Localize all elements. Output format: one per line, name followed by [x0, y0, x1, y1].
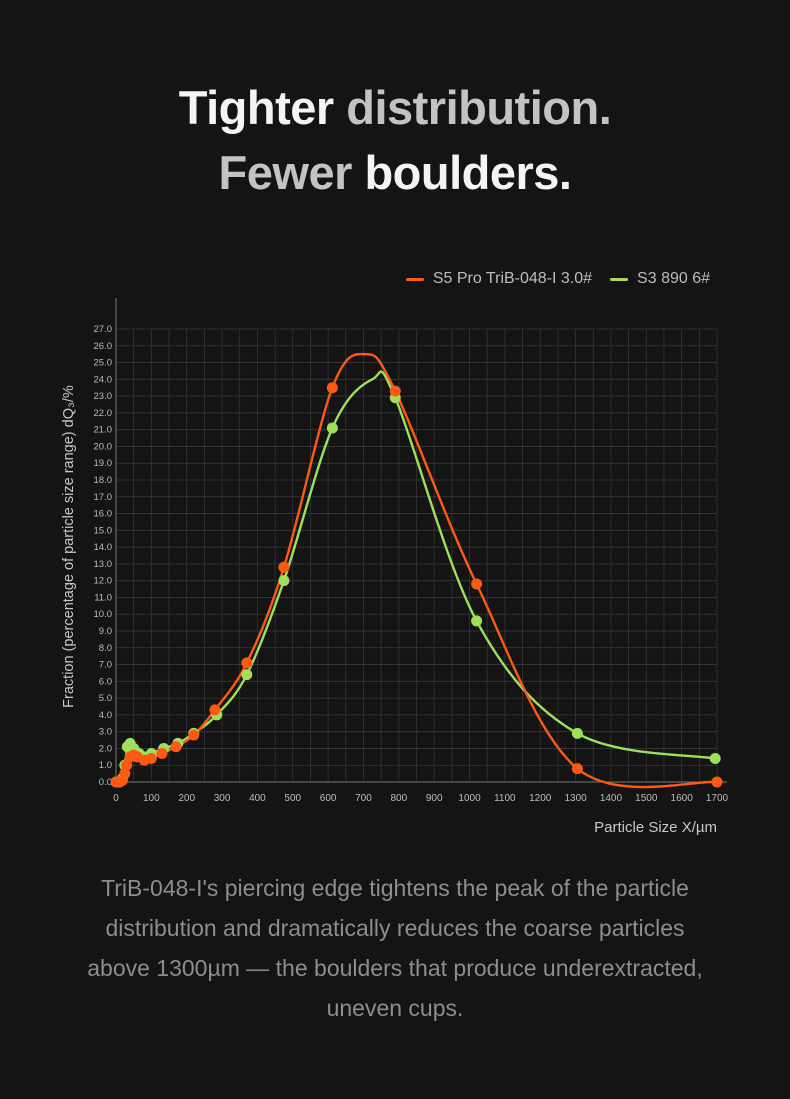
headline-line-1: Tighter distribution.	[0, 80, 790, 135]
y-tick-label: 26.0	[94, 341, 113, 352]
y-tick-label: 24.0	[94, 374, 113, 385]
legend-item-s3: S3 890 6#	[610, 270, 710, 288]
legend-item-s5-pro: S5 Pro TriB-048-I 3.0#	[405, 270, 593, 288]
y-tick-label: 17.0	[94, 492, 113, 503]
legend-swatch-s3	[610, 277, 629, 281]
y-tick-label: 14.0	[94, 542, 113, 553]
x-tick-label: 900	[426, 793, 443, 804]
x-tick-label: 1700	[706, 793, 729, 804]
y-tick-label: 11.0	[94, 592, 112, 603]
y-tick-label: 9.0	[99, 626, 112, 637]
y-tick-label: 7.0	[99, 660, 112, 671]
y-tick-label: 6.0	[99, 676, 112, 687]
x-axis-title: Particle Size X/µm	[594, 819, 717, 836]
x-tick-label: 100	[143, 793, 160, 804]
x-tick-label: 500	[284, 793, 301, 804]
y-tick-label: 18.0	[94, 475, 113, 486]
x-tick-label: 800	[390, 793, 407, 804]
data-point-series-0	[156, 747, 168, 759]
legend-label-s3: S3 890 6#	[637, 270, 710, 287]
x-tick-label: 1000	[458, 793, 481, 804]
headline-line-2: Fewer boulders.	[0, 145, 790, 200]
y-tick-label: 2.0	[99, 743, 112, 754]
data-point-series-0	[188, 729, 200, 741]
particle-distribution-chart: 0.0 1.0 2.0 3.0 4.0 5.0 6.0 7.0 8.0 9.0 10.0 11.0 12…	[61, 298, 729, 836]
x-tick-label: 700	[355, 793, 372, 804]
x-tick-label: 1200	[529, 793, 552, 804]
x-tick-label: 1300	[564, 793, 587, 804]
data-point-series-0	[121, 759, 133, 771]
data-point-series-0	[119, 768, 131, 780]
y-tick-label: 20.0	[94, 441, 113, 452]
y-tick-label: 16.0	[94, 509, 113, 520]
data-point-series-0	[326, 382, 338, 394]
y-tick-label: 13.0	[94, 559, 113, 570]
x-tick-label: 200	[178, 793, 195, 804]
y-tick-label: 22.0	[94, 408, 113, 419]
x-tick-label: 1400	[600, 793, 623, 804]
chart-legend: S5 Pro TriB-048-I 3.0# S3 890 6#	[405, 270, 710, 288]
data-point-series-1	[326, 422, 338, 434]
data-point-series-1	[709, 753, 721, 765]
y-tick-label: 21.0	[94, 425, 113, 436]
data-point-series-0	[571, 763, 583, 775]
y-tick-label: 12.0	[94, 576, 113, 587]
y-tick-label: 5.0	[99, 693, 112, 704]
y-tick-label: 8.0	[99, 643, 112, 654]
headline-line-2-part-1: Fewer	[218, 146, 365, 199]
data-point-series-1	[278, 575, 290, 587]
y-tick-label: 27.0	[94, 324, 113, 335]
y-tick-label: 25.0	[94, 358, 113, 369]
y-tick-label: 10.0	[94, 609, 113, 620]
data-point-series-1	[571, 727, 583, 739]
y-tick-label: 0.0	[99, 777, 112, 788]
x-tick-label: 1600	[671, 793, 694, 804]
x-tick-label: 0	[113, 793, 119, 804]
data-point-series-0	[209, 704, 221, 716]
y-tick-label: 15.0	[94, 525, 113, 536]
data-point-series-0	[278, 561, 290, 573]
headline-line-1-part-1: Tighter	[178, 81, 347, 134]
y-tick-label: 19.0	[94, 458, 113, 469]
x-tick-label: 1500	[635, 793, 658, 804]
data-point-series-0	[145, 753, 157, 765]
headline-line-2-part-2: boulders.	[364, 146, 572, 199]
data-point-series-0	[241, 657, 253, 669]
legend-swatch-s5-pro	[405, 277, 424, 281]
y-tick-label: 1.0	[99, 760, 112, 771]
data-point-series-1	[471, 615, 483, 627]
body-paragraph: TriB-048-I's piercing edge tightens the …	[87, 875, 703, 1021]
data-point-series-0	[711, 776, 723, 788]
y-tick-label: 23.0	[94, 391, 113, 402]
y-tick-label: 4.0	[99, 710, 112, 721]
data-point-series-0	[471, 578, 483, 590]
data-point-series-0	[389, 385, 401, 397]
legend-label-s5-pro: S5 Pro TriB-048-I 3.0#	[432, 270, 593, 287]
data-point-series-0	[170, 741, 182, 753]
data-point-series-1	[241, 669, 253, 681]
x-tick-label: 1100	[494, 793, 516, 804]
y-tick-label: 3.0	[99, 727, 112, 738]
x-tick-label: 600	[320, 793, 337, 804]
x-tick-label: 400	[249, 793, 266, 804]
x-tick-label: 300	[214, 793, 231, 804]
headline-line-1-part-2: distribution.	[346, 81, 612, 134]
y-axis-title: Fraction (percentage of particle size ra…	[61, 385, 77, 708]
